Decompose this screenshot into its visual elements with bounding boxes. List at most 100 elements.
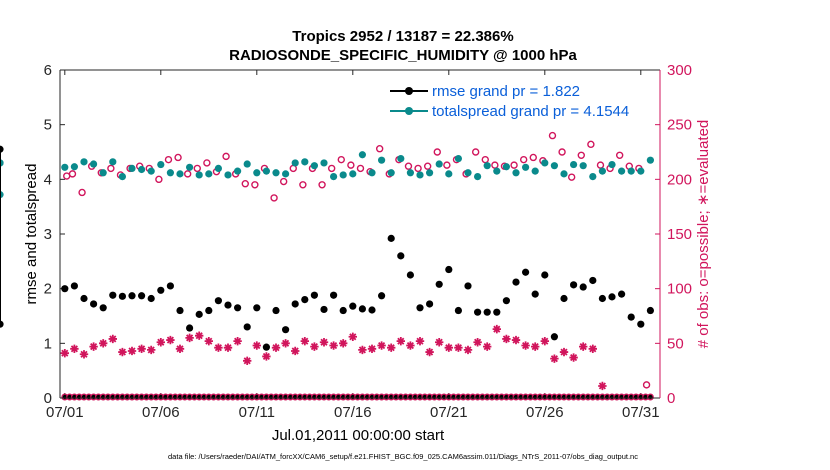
obs-evaluated-point [185,333,194,343]
obs-possible-point [404,162,413,170]
rmse-point [570,281,578,289]
obs-evaluated-point [310,342,319,351]
chart-title-line2: RADIOSONDE_SPECIFIC_HUMIDITY @ 1000 hPa [229,47,577,64]
spread-point [397,154,405,163]
rmse-point [387,234,395,242]
obs-possible-point [414,164,422,173]
spread-point [61,163,69,171]
spread-point [90,160,98,168]
legend-rmse-label: rmse grand pr = 1.822 [432,83,580,100]
rmse-point [522,268,530,276]
spread-point [627,167,635,175]
rmse-point [493,308,501,316]
rmse-point [224,301,232,309]
rmse-point [598,294,607,303]
spread-point [426,169,434,177]
rmse-point [253,304,261,312]
rmse-point [483,308,491,316]
spread-point [99,169,107,177]
rmse-point [627,313,635,321]
obs-evaluated-point [540,336,549,346]
x-tick-label: 07/06 [142,404,180,421]
spread-point [416,171,424,179]
obs-evaluated-point [137,344,146,353]
spread-point [282,170,290,178]
obs-possible-point [577,151,585,159]
obs-possible-point [433,148,441,156]
footer-data-file: data file: /Users/raeder/DAI/ATM_forcXX/… [168,452,638,461]
obs-possible-series [63,131,651,389]
obs-evaluated-point [262,352,271,361]
obs-evaluated-point [214,343,223,352]
spread-point [406,169,414,177]
obs-evaluated-point [415,336,425,346]
legend-spread-marker [405,107,413,115]
obs-evaluated-point [492,324,501,334]
spread-point [253,169,261,177]
obs-possible-point [443,161,451,169]
rmse-point [531,290,539,298]
obs-evaluated-point [118,347,127,357]
x-axis-label: Jul.01,2011 00:00:00 start [272,427,445,444]
obs-evaluated-point [559,347,569,357]
rmse-point [70,282,78,290]
x-tick-label: 07/26 [526,404,564,421]
rmse-point [512,278,520,286]
zero-line-markers [61,393,654,401]
obs-evaluated-point [319,338,329,347]
spread-point [138,165,146,174]
rmse-point [291,300,299,308]
rmse-point [579,283,587,291]
rmse-point [320,305,328,314]
rmse-point [560,294,568,303]
spread-point [320,159,328,167]
obs-evaluated-point [281,339,290,348]
rmse-point [378,292,386,300]
legend: rmse grand pr = 1.822 totalspread grand … [384,79,656,123]
obs-evaluated-point [223,343,233,352]
spread-point [310,162,318,170]
spread-point [502,163,510,171]
rmse-point [426,300,434,308]
spread-point [618,167,626,175]
spread-point [291,159,299,167]
obs-possible-point [107,164,115,173]
obs-evaluated-point [300,336,309,346]
spread-point [560,170,568,178]
rmse-point [176,306,184,315]
spread-point [214,164,222,172]
obs-evaluated-point [166,335,175,345]
spread-point [637,167,645,175]
obs-possible-point [183,170,192,178]
y-left-tick-label: 1 [44,335,52,352]
obs-possible-point [471,148,480,156]
rmse-point [243,323,251,331]
obs-evaluated-point [569,353,578,362]
spread-point [646,156,655,164]
rmse-point [147,294,155,303]
rmse-point [454,306,462,315]
obs-evaluated-point [579,342,588,351]
spread-point [176,170,184,178]
obs-evaluated-point [367,344,377,353]
spread-point [128,164,136,172]
rmse-point [118,292,126,300]
rmse-point [339,306,347,315]
rmse-point [0,320,4,328]
rmse-point [301,296,309,304]
spread-point [483,162,491,170]
obs-evaluated-point [511,335,521,345]
obs-possible-point [642,381,651,389]
obs-possible-point [375,145,384,153]
rmse-point [138,292,146,300]
obs-possible-point [327,164,336,173]
obs-possible-point [299,181,307,189]
obs-evaluated-point [598,381,607,391]
obs-possible-point [567,173,576,181]
obs-evaluated-point [502,334,511,344]
spread-point [349,170,357,178]
rmse-point [0,145,4,153]
obs-possible-point [174,153,182,162]
obs-evaluated-point [358,345,367,355]
obs-possible-point [587,140,595,149]
